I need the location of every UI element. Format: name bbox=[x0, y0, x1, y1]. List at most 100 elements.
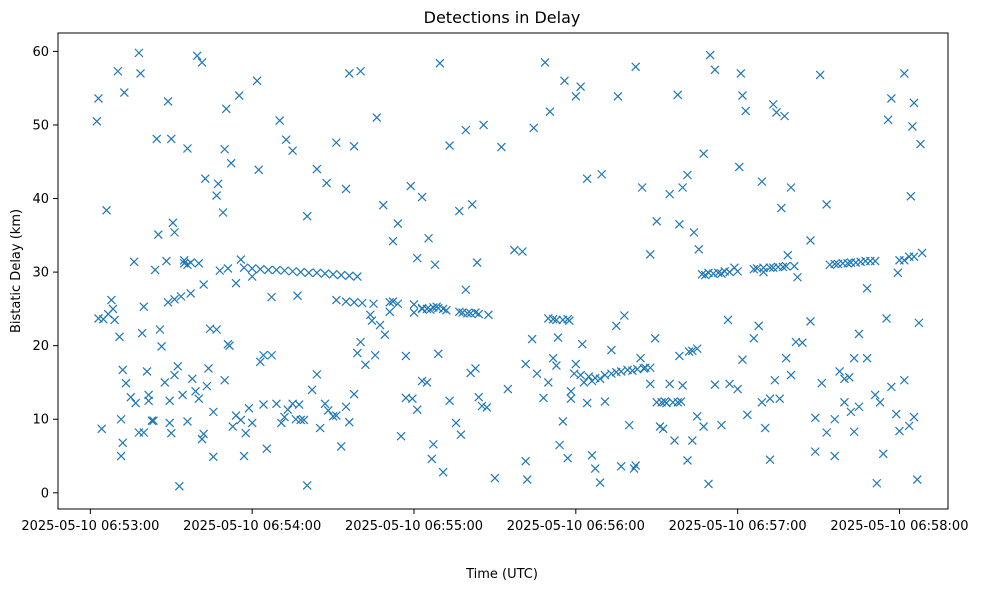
data-point-56 bbox=[288, 146, 298, 156]
data-point-12 bbox=[134, 48, 144, 58]
data-point-3 bbox=[102, 205, 111, 215]
data-point-410 bbox=[432, 302, 442, 312]
data-point-227 bbox=[417, 376, 427, 386]
data-point-27 bbox=[168, 218, 178, 228]
data-point-149 bbox=[916, 139, 925, 149]
data-point-130 bbox=[815, 70, 825, 80]
data-point-79 bbox=[454, 206, 464, 216]
data-point-173 bbox=[191, 386, 200, 396]
y-tick-label: 50 bbox=[32, 118, 49, 133]
data-point-288 bbox=[725, 379, 734, 389]
data-point-86 bbox=[521, 359, 531, 369]
data-point-304 bbox=[817, 378, 827, 388]
data-point-352 bbox=[409, 308, 419, 317]
data-point-214 bbox=[352, 348, 362, 358]
data-point-192 bbox=[267, 350, 277, 360]
data-point-321 bbox=[909, 412, 919, 422]
data-point-232 bbox=[438, 467, 448, 477]
data-point-150 bbox=[917, 248, 927, 258]
data-point-31 bbox=[183, 144, 192, 153]
data-point-193 bbox=[272, 399, 281, 409]
data-point-348 bbox=[341, 297, 351, 306]
data-point-23 bbox=[161, 256, 171, 266]
data-point-341 bbox=[312, 268, 322, 278]
data-point-0 bbox=[92, 116, 102, 126]
data-point-101 bbox=[665, 189, 675, 199]
data-point-69 bbox=[388, 236, 398, 246]
data-point-57 bbox=[293, 291, 302, 301]
data-point-305 bbox=[822, 428, 832, 437]
data-point-210 bbox=[336, 442, 346, 451]
data-point-362 bbox=[484, 310, 493, 320]
data-point-61 bbox=[331, 138, 341, 148]
data-point-135 bbox=[849, 353, 859, 363]
data-point-147 bbox=[912, 475, 922, 484]
data-point-258 bbox=[577, 339, 587, 349]
data-point-72 bbox=[406, 181, 416, 191]
data-point-307 bbox=[835, 366, 845, 376]
data-point-186 bbox=[241, 428, 251, 438]
data-point-373 bbox=[606, 369, 616, 379]
data-point-298 bbox=[781, 353, 791, 363]
data-point-67 bbox=[372, 113, 382, 123]
data-point-119 bbox=[759, 267, 768, 277]
data-point-174 bbox=[194, 394, 204, 404]
data-point-159 bbox=[131, 398, 141, 408]
data-point-2 bbox=[97, 424, 107, 434]
x-tick-label: 2025-05-10 06:54:00 bbox=[183, 519, 321, 534]
data-point-264 bbox=[606, 345, 616, 355]
data-points bbox=[92, 48, 927, 491]
data-point-157 bbox=[121, 378, 131, 388]
data-point-312 bbox=[862, 353, 872, 363]
data-point-430 bbox=[765, 263, 775, 273]
data-point-52 bbox=[259, 350, 268, 360]
y-tick-label: 30 bbox=[32, 266, 49, 281]
data-point-327 bbox=[186, 258, 196, 267]
data-point-201 bbox=[299, 415, 309, 425]
data-point-189 bbox=[255, 357, 265, 367]
data-point-132 bbox=[830, 414, 840, 424]
data-point-64 bbox=[349, 141, 359, 151]
data-point-338 bbox=[288, 266, 298, 276]
data-point-212 bbox=[344, 417, 354, 427]
data-point-88 bbox=[540, 58, 550, 67]
data-point-25 bbox=[165, 418, 175, 428]
data-point-390 bbox=[749, 264, 759, 274]
data-point-191 bbox=[262, 444, 272, 454]
data-point-313 bbox=[870, 390, 880, 400]
data-point-205 bbox=[315, 423, 325, 433]
data-point-434 bbox=[838, 258, 848, 268]
data-point-9 bbox=[118, 438, 128, 448]
chart-title: Detections in Delay bbox=[424, 8, 581, 27]
data-point-316 bbox=[886, 382, 896, 392]
data-point-407 bbox=[409, 300, 419, 309]
data-point-234 bbox=[451, 418, 461, 428]
data-point-97 bbox=[631, 62, 641, 72]
data-point-332 bbox=[239, 263, 249, 273]
data-point-369 bbox=[576, 370, 586, 380]
data-point-60 bbox=[322, 178, 332, 188]
data-point-329 bbox=[199, 280, 209, 290]
data-point-426 bbox=[704, 268, 713, 278]
data-point-139 bbox=[878, 449, 888, 459]
data-point-134 bbox=[844, 372, 854, 382]
data-point-238 bbox=[471, 364, 480, 373]
data-point-229 bbox=[427, 454, 437, 464]
data-point-222 bbox=[388, 297, 398, 306]
data-point-347 bbox=[331, 295, 341, 305]
data-point-146 bbox=[909, 98, 919, 108]
data-point-274 bbox=[650, 333, 660, 343]
data-point-345 bbox=[344, 271, 354, 281]
data-point-41 bbox=[220, 144, 230, 154]
data-point-167 bbox=[166, 428, 176, 438]
data-point-247 bbox=[532, 369, 542, 379]
data-point-236 bbox=[461, 285, 471, 295]
data-point-113 bbox=[734, 162, 744, 172]
data-point-108 bbox=[699, 149, 709, 159]
data-point-123 bbox=[776, 203, 786, 213]
data-point-266 bbox=[616, 461, 626, 471]
data-point-408 bbox=[417, 303, 427, 313]
y-axis: 0 10 20 30 40 50 60 bbox=[32, 45, 58, 501]
data-point-14 bbox=[137, 328, 147, 338]
data-point-15 bbox=[139, 302, 149, 312]
